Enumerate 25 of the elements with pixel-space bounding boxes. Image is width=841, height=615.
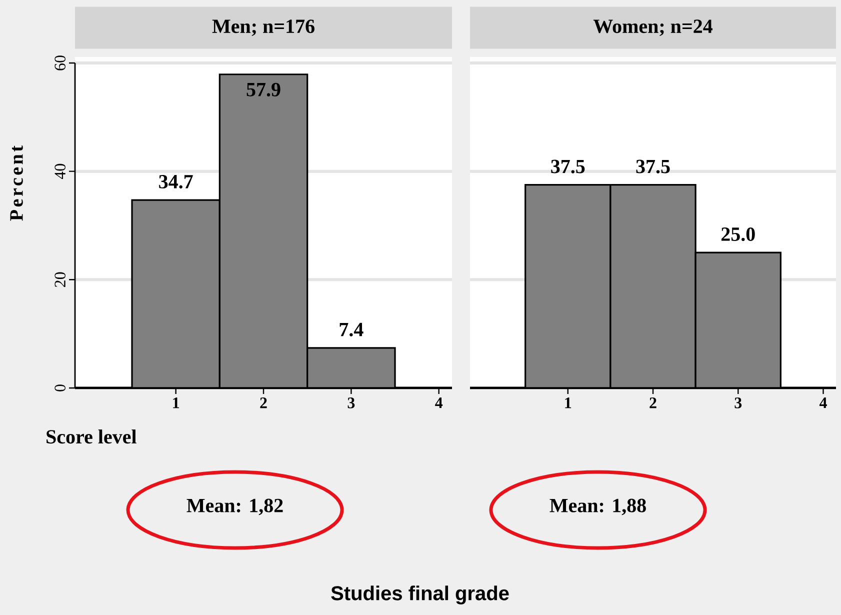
x-tick-label: 1 bbox=[173, 398, 180, 408]
y-tick-label: 20 bbox=[54, 272, 66, 287]
text: Studies final grade bbox=[331, 586, 509, 604]
y-tick-label: 60 bbox=[54, 56, 66, 70]
x-axis-title: Score level bbox=[46, 430, 136, 444]
x-tick-label: 1 bbox=[565, 398, 572, 408]
y-axis-title: Percent bbox=[10, 146, 23, 221]
data-label: 34.7 bbox=[159, 174, 193, 189]
x-tick-label: 2 bbox=[260, 398, 267, 408]
text: Mean: 1,82 bbox=[186, 498, 283, 516]
x-tick-label: 4 bbox=[435, 398, 443, 408]
x-tick-label: 3 bbox=[348, 398, 355, 408]
data-label: 37.5 bbox=[636, 160, 670, 174]
text: Mean: 1,88 bbox=[550, 498, 646, 516]
chart-title: Women; n=24 bbox=[593, 20, 712, 36]
y-tick-label: 0 bbox=[54, 384, 66, 392]
y-tick-label: 40 bbox=[54, 164, 66, 180]
x-tick-label: 2 bbox=[650, 398, 656, 408]
data-label: 7.4 bbox=[340, 322, 364, 336]
x-tick-label: 4 bbox=[819, 398, 827, 408]
data-label: 37.5 bbox=[551, 160, 585, 174]
data-label: 57.9 bbox=[246, 82, 280, 96]
x-tick-label: 3 bbox=[734, 398, 742, 408]
data-label: 25.0 bbox=[721, 227, 755, 242]
chart-title: Men; n=176 bbox=[212, 20, 314, 36]
